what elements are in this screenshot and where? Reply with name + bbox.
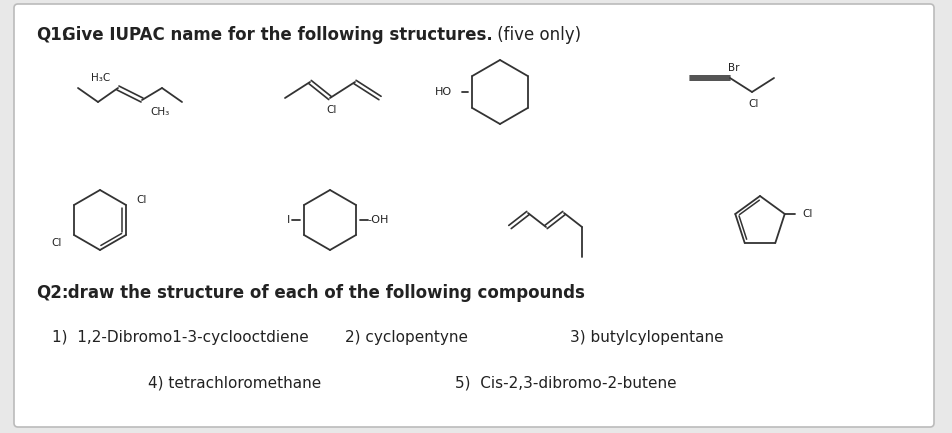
Text: Give IUPAC name for the following structures.: Give IUPAC name for the following struct… xyxy=(62,26,492,44)
Text: I: I xyxy=(287,215,289,225)
Text: 5)  Cis-2,3-dibromo-2-butene: 5) Cis-2,3-dibromo-2-butene xyxy=(454,375,676,390)
Text: Cl: Cl xyxy=(802,209,812,219)
Text: draw the structure of each of the following compounds: draw the structure of each of the follow… xyxy=(62,284,585,302)
Text: 2) cyclopentyne: 2) cyclopentyne xyxy=(345,330,467,345)
Text: 1)  1,2-Dibromo1-3-cyclooctdiene: 1) 1,2-Dibromo1-3-cyclooctdiene xyxy=(52,330,308,345)
Text: HO: HO xyxy=(434,87,451,97)
Text: Cl: Cl xyxy=(327,105,337,115)
Text: Cl: Cl xyxy=(748,99,759,109)
Text: Q1:: Q1: xyxy=(36,26,69,44)
Text: H₃C: H₃C xyxy=(90,73,109,83)
Text: Q2:: Q2: xyxy=(36,284,69,302)
Text: 3) butylcylopentane: 3) butylcylopentane xyxy=(569,330,723,345)
Text: 4) tetrachloromethane: 4) tetrachloromethane xyxy=(148,375,321,390)
Text: Cl: Cl xyxy=(51,238,62,248)
Text: Cl: Cl xyxy=(136,195,147,205)
Text: -OH: -OH xyxy=(367,215,388,225)
Text: (five only): (five only) xyxy=(491,26,581,44)
Text: Br: Br xyxy=(727,63,739,73)
FancyBboxPatch shape xyxy=(14,4,933,427)
Text: CH₃: CH₃ xyxy=(149,107,169,117)
